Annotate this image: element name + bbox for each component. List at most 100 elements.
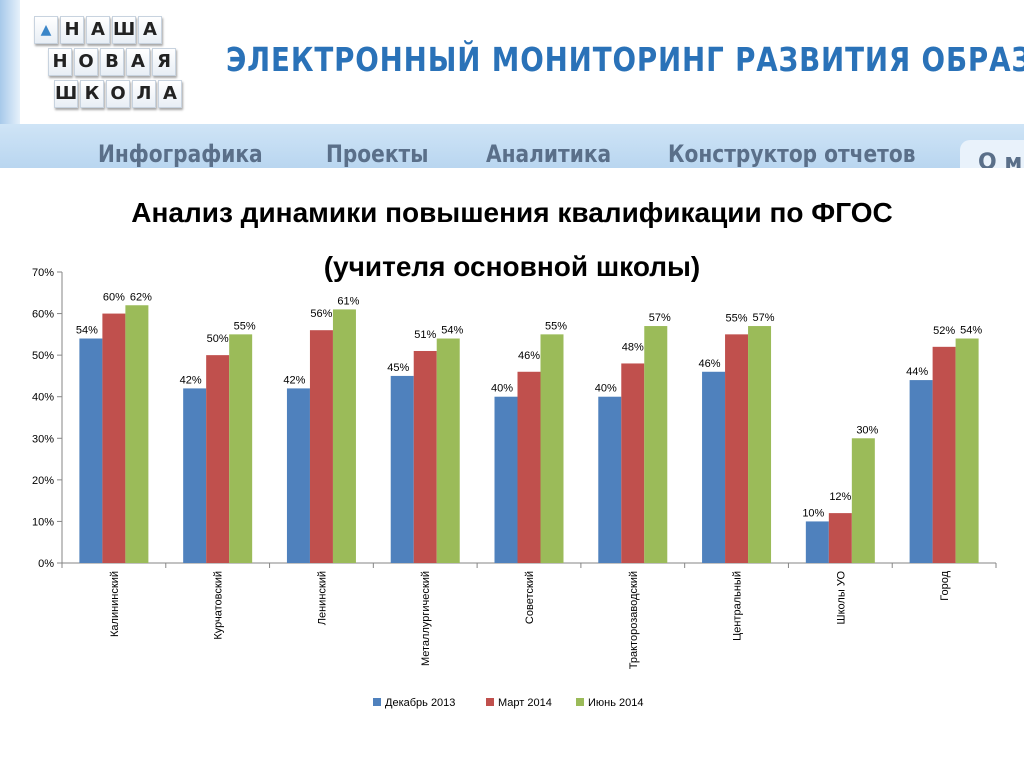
- data-label: 55%: [234, 320, 256, 332]
- chart-title: Анализ динамики повышения квалификации п…: [0, 186, 1024, 294]
- nav-tab-more-label: О м: [978, 150, 1023, 168]
- bar: [183, 388, 207, 563]
- bar: [955, 338, 979, 563]
- data-label: 40%: [491, 383, 513, 395]
- bar: [621, 363, 645, 563]
- logo-letter-tile: Л: [132, 80, 156, 108]
- bar: [540, 334, 564, 563]
- bar: [390, 375, 414, 563]
- y-tick-label: 50%: [32, 350, 54, 362]
- logo-letter-tile: А: [158, 80, 182, 108]
- bar: [229, 334, 253, 563]
- logo-letter-tile: А: [86, 16, 110, 44]
- bar: [748, 326, 772, 563]
- bar: [517, 371, 541, 563]
- logo-letter-tile: О: [106, 80, 130, 108]
- chart-title-line-1: Анализ динамики повышения квалификации п…: [131, 197, 893, 228]
- bar: [79, 338, 103, 563]
- data-label: 10%: [802, 507, 824, 519]
- nav-bar: [0, 124, 1024, 168]
- logo-letter-tile: О: [74, 48, 98, 76]
- y-tick-label: 40%: [32, 392, 54, 404]
- category-label: Калининский: [109, 571, 121, 637]
- data-label: 51%: [414, 329, 436, 341]
- data-label: 45%: [387, 362, 409, 374]
- bar: [436, 338, 460, 563]
- nav-item-infographics[interactable]: Инфографика: [98, 140, 263, 168]
- category-label: Ленинский: [316, 571, 328, 625]
- legend-swatch: [373, 698, 381, 706]
- bar: [102, 313, 126, 563]
- logo-letter-tile: В: [100, 48, 124, 76]
- bar: [932, 346, 956, 563]
- category-label: Тракторозаводский: [628, 571, 640, 669]
- bar: [309, 330, 333, 563]
- bar: [494, 396, 518, 563]
- bar: [286, 388, 310, 563]
- logo-letter-tile: Я: [152, 48, 176, 76]
- data-label: 55%: [545, 320, 567, 332]
- logo-letter-tile: А: [126, 48, 150, 76]
- bar: [851, 438, 875, 563]
- data-label: 12%: [829, 491, 851, 503]
- bar: [725, 334, 749, 563]
- nav-item-report-builder[interactable]: Конструктор отчетов: [668, 140, 916, 168]
- bar: [125, 305, 149, 563]
- category-label: Металлургический: [420, 571, 432, 666]
- y-tick-label: 70%: [32, 267, 54, 279]
- data-label: 56%: [310, 308, 332, 320]
- category-label: Советский: [524, 571, 536, 624]
- y-tick-label: 20%: [32, 475, 54, 487]
- logo-letter-tile: Ш: [112, 16, 136, 44]
- site-title: ЭЛЕКТРОННЫЙ МОНИТОРИНГ РАЗВИТИЯ ОБРАЗОВА…: [226, 40, 1024, 79]
- data-label: 62%: [130, 291, 152, 303]
- data-label: 57%: [649, 312, 671, 324]
- y-tick-label: 30%: [32, 433, 54, 445]
- data-label: 57%: [753, 312, 775, 324]
- category-label: Центральный: [732, 571, 744, 641]
- data-label: 54%: [441, 325, 463, 337]
- logo-letter-tile: А: [138, 16, 162, 44]
- data-label: 52%: [933, 325, 955, 337]
- bar: [828, 513, 852, 563]
- category-label: Школы УО: [835, 571, 847, 625]
- header-side-band: [0, 0, 20, 124]
- logo-letter-tile: Н: [48, 48, 72, 76]
- legend-swatch: [576, 698, 584, 706]
- site-header: Н А Ш А Н О В А Я Ш К О Л А ▲ ЭЛЕКТРОННЫЙ МОНИТОРИНГ Р…: [0, 0, 1024, 168]
- bar: [909, 380, 933, 563]
- nav-item-analytics[interactable]: Аналитика: [486, 140, 612, 168]
- y-tick-label: 0%: [38, 558, 54, 570]
- data-label: 60%: [103, 292, 125, 304]
- logo-letter-tile: Н: [60, 16, 84, 44]
- nav-item-projects[interactable]: Проекты: [326, 140, 429, 168]
- category-label: Город: [939, 570, 951, 600]
- nav-tab-more[interactable]: О м: [960, 140, 1024, 168]
- y-tick-label: 60%: [32, 309, 54, 321]
- data-label: 61%: [337, 295, 359, 307]
- bar: [332, 309, 356, 563]
- legend-label: Декабрь 2013: [385, 697, 455, 709]
- data-label: 55%: [726, 312, 748, 324]
- data-label: 54%: [76, 325, 98, 337]
- bar: [702, 371, 726, 563]
- logo-letter-tile: К: [80, 80, 104, 108]
- bar: [206, 355, 230, 563]
- data-label: 40%: [595, 383, 617, 395]
- logo-letter-tile: Ш: [54, 80, 78, 108]
- data-label: 50%: [207, 333, 229, 345]
- category-label: Курчатовский: [213, 571, 225, 640]
- data-label: 48%: [622, 341, 644, 353]
- chart-title-line-2: (учителя основной школы): [323, 251, 701, 282]
- data-label: 54%: [960, 325, 982, 337]
- y-tick-label: 10%: [32, 516, 54, 528]
- logo-cursor-icon: ▲: [34, 16, 58, 44]
- bar: [598, 396, 622, 563]
- legend-swatch: [486, 698, 494, 706]
- data-label: 42%: [283, 374, 305, 386]
- data-label: 46%: [518, 350, 540, 362]
- bar: [644, 326, 668, 563]
- data-label: 46%: [699, 358, 721, 370]
- legend-label: Март 2014: [498, 697, 552, 709]
